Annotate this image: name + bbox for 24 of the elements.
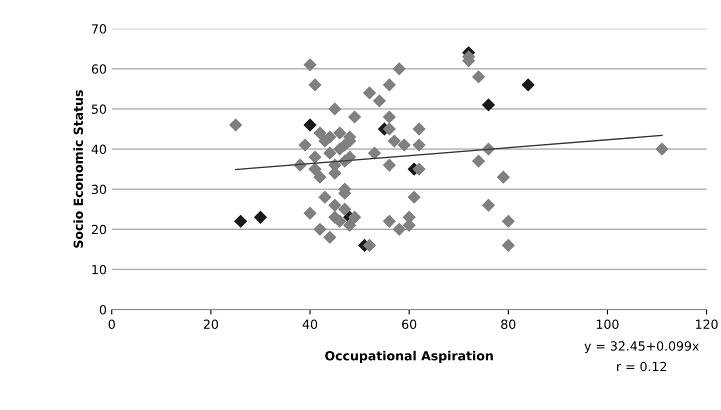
text: r = 0.12 (617, 362, 666, 372)
y-tick-label: 50 (92, 104, 106, 114)
x-tick-label: 60 (402, 319, 416, 329)
point (522, 78, 535, 92)
y-tick-label: 10 (92, 264, 106, 274)
text: y = 32.45+0.099x (584, 341, 699, 354)
x-tick-label: 40 (302, 319, 318, 329)
point (254, 210, 268, 224)
y-axis-title: Socio Economic Status (73, 90, 84, 248)
x-tick-label: 20 (204, 319, 218, 329)
y-tick-label: 70 (92, 24, 106, 34)
x-tick-label: 80 (501, 319, 516, 329)
x-tick-label: 0 (108, 319, 115, 329)
x-tick-label: 100 (596, 319, 619, 329)
x-tick-label: 120 (696, 319, 718, 329)
y-tick-label: 60 (92, 64, 106, 74)
x-axis-title: Occupational Aspiration (325, 350, 493, 363)
point (482, 98, 496, 112)
point (303, 118, 317, 132)
y-tick-label: 30 (92, 184, 106, 194)
y-tick-label: 40 (92, 144, 106, 154)
y-tick-label: 20 (92, 224, 106, 234)
point (234, 214, 248, 228)
y-tick-label: 0 (100, 305, 106, 314)
